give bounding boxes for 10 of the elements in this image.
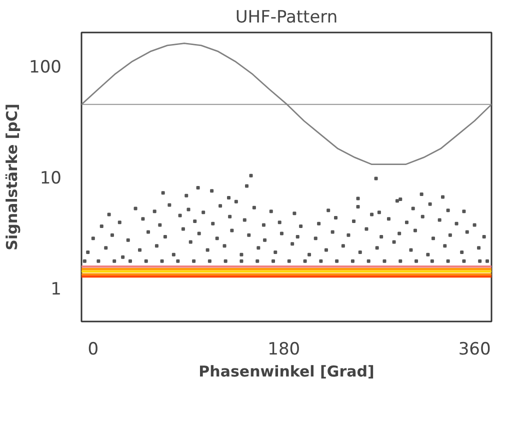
y-axis-title: Signalstärke [pC] <box>3 104 22 250</box>
x-tick-label: 180 <box>268 340 300 360</box>
x-tick-label: 360 <box>458 340 491 360</box>
chart-title: UHF-Pattern <box>235 8 338 28</box>
y-tick-label: 1 <box>50 280 62 300</box>
x-tick-label: 0 <box>88 340 99 360</box>
y-tick-label: 100 <box>29 57 62 78</box>
line-series <box>82 42 492 166</box>
y-tick-label: 10 <box>40 168 62 188</box>
x-axis-title: Phasenwinkel [Grad] <box>198 362 374 380</box>
